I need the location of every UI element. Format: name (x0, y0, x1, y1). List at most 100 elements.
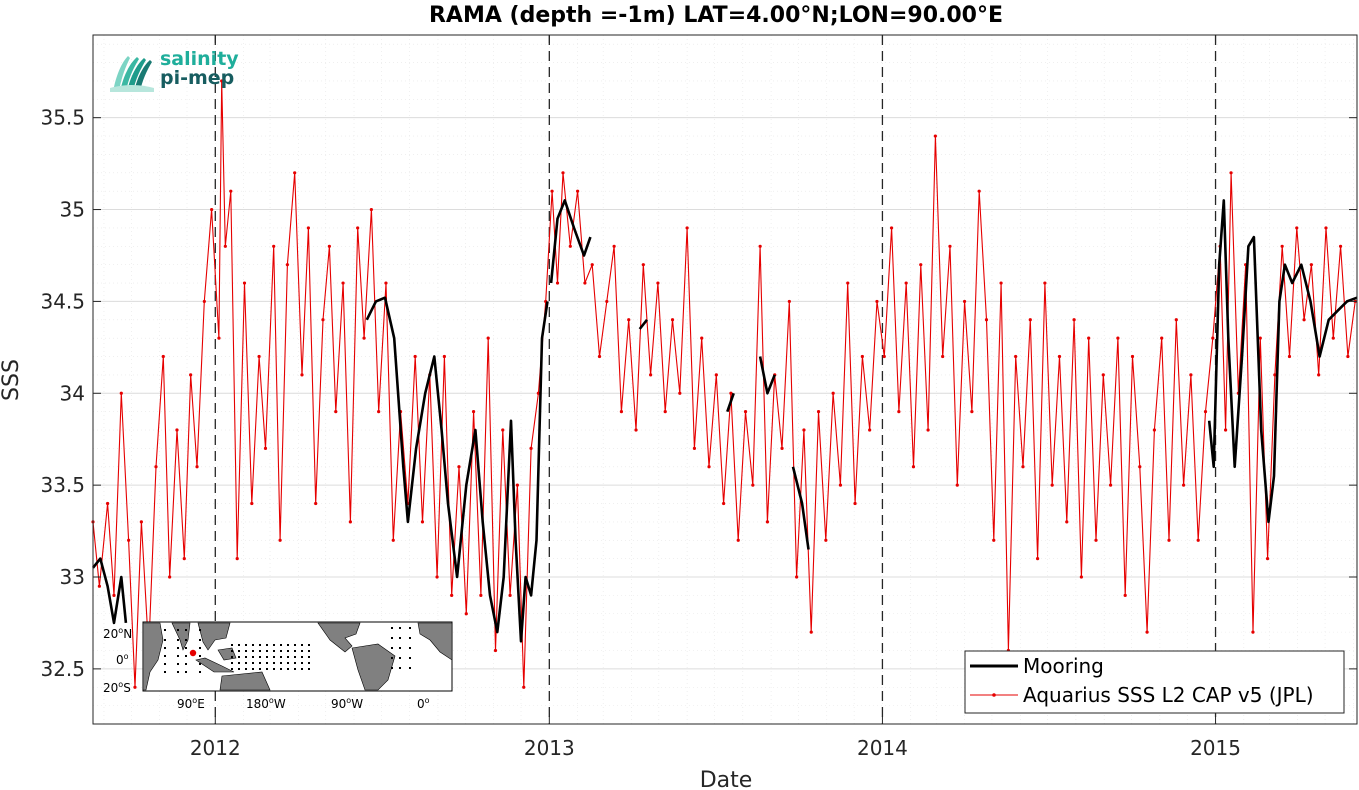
aquarius-point (210, 207, 214, 212)
aquarius-point (189, 373, 193, 377)
aquarius-point (670, 318, 675, 322)
aquarius-point (597, 354, 602, 359)
mooring-dot (273, 644, 275, 646)
land-masses (142, 622, 453, 691)
aquarius-point (787, 299, 791, 304)
mooring-dot (231, 662, 233, 664)
aquarius-point (919, 263, 923, 267)
mooring-line-segment (758, 356, 776, 395)
aquarius-point (634, 428, 638, 432)
salinity-pimep-logo: salinity pi-mep (110, 48, 239, 92)
mooring-line-segment (1207, 199, 1358, 524)
legend-label-aquarius: Aquarius SSS L2 CAP v5 (JPL) (1023, 683, 1314, 707)
mooring-dot (164, 639, 166, 641)
aquarius-point (1196, 538, 1200, 542)
aquarius-point (758, 244, 762, 248)
aquarius-point (1181, 483, 1186, 487)
aquarius-point (450, 593, 454, 597)
mooring-dot (280, 650, 282, 652)
aquarius-point (1021, 465, 1025, 469)
mooring-dot (287, 662, 289, 664)
y-axis-ticks: 32.5 33 33.5 34 34.5 35 35.5 (40, 106, 1357, 681)
aquarius-point (1189, 373, 1193, 377)
mooring-dot (259, 662, 261, 664)
aquarius-point (182, 557, 186, 561)
aquarius-point (112, 593, 116, 597)
mooring-line-segment (638, 318, 649, 330)
aquarius-point (272, 244, 276, 248)
aquarius-point (765, 520, 770, 524)
y-axis-label: SSS (0, 359, 24, 401)
aquarius-point (356, 226, 360, 230)
aquarius-point (293, 171, 297, 175)
mooring-dot (399, 657, 401, 659)
mooring-dot (287, 656, 289, 658)
aquarius-point (334, 410, 338, 414)
mooring-dot (294, 656, 296, 658)
aquarius-point (568, 244, 572, 248)
mooring-dot (294, 650, 296, 652)
y-tick-label: 34.5 (40, 289, 85, 313)
mooring-array-dots (164, 627, 411, 673)
aquarius-point (1094, 538, 1098, 542)
mooring-dot (409, 637, 411, 639)
mooring-dot (287, 644, 289, 646)
aquarius-point (1331, 336, 1335, 340)
aquarius-point (831, 391, 835, 395)
mooring-dot (177, 671, 179, 673)
aquarius-point (263, 446, 268, 450)
aquarius-point (391, 538, 395, 542)
aquarius-point (555, 281, 560, 285)
mooring-dot (301, 644, 303, 646)
aquarius-point (1229, 171, 1233, 175)
aquarius-point (751, 483, 755, 487)
aquarius-point (904, 281, 908, 285)
series-layer (91, 79, 1358, 689)
mooring-dot (252, 656, 254, 658)
aquarius-point (641, 263, 645, 267)
aquarius-point (536, 391, 540, 395)
mooring-dot (185, 655, 187, 657)
aquarius-point (420, 520, 425, 524)
mooring-line-segment (91, 557, 128, 625)
mooring-dot (199, 629, 201, 631)
mooring-dot (177, 639, 179, 641)
plot-area (93, 35, 1357, 724)
legend-box (964, 650, 1345, 714)
mooring-dot (273, 662, 275, 664)
map-lon-label-180w: 180oW (246, 696, 286, 711)
aquarius-point (663, 410, 667, 414)
aquarius-point (479, 593, 483, 597)
aquarius-point (442, 354, 446, 359)
mooring-dot (287, 650, 289, 652)
mooring-dot (294, 668, 296, 670)
mooring-dot (409, 657, 411, 659)
aquarius-point (314, 501, 318, 506)
aquarius-point (889, 226, 894, 230)
mooring-dot (199, 655, 201, 657)
mooring-dot (399, 627, 401, 629)
aquarius-point (493, 648, 498, 653)
aquarius-point (341, 281, 345, 285)
aquarius-point (464, 612, 468, 616)
aquarius-point (1317, 373, 1321, 377)
mooring-dot (301, 662, 303, 664)
aquarius-point (242, 281, 247, 285)
map-lat-label-0: 0o (116, 652, 129, 667)
mooring-dot (185, 663, 187, 665)
mooring-dot (294, 644, 296, 646)
mooring-dot (238, 644, 240, 646)
aquarius-line (92, 80, 1356, 688)
aquarius-point (656, 281, 660, 285)
mooring-dot (273, 668, 275, 670)
mooring-dot (185, 647, 187, 649)
aquarius-point (257, 354, 261, 359)
mooring-dot (245, 650, 247, 652)
aquarius-point (561, 171, 565, 175)
aquarius-point (154, 465, 158, 469)
y-tick-label: 35.5 (40, 106, 85, 130)
aquarius-point (1087, 336, 1091, 340)
aquarius-point (529, 446, 533, 450)
aquarius-point (369, 207, 373, 212)
map-lon-label-0: 0o (417, 696, 430, 711)
